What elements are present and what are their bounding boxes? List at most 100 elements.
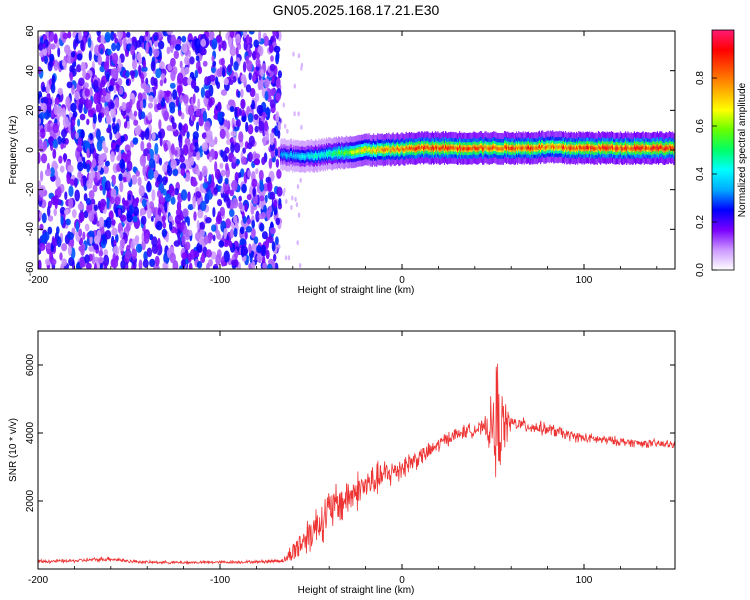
spectrogram-cell	[196, 261, 203, 269]
spectrogram-cell	[228, 99, 235, 106]
spectrogram-band-cell	[635, 147, 637, 151]
spectrogram-band-cell	[656, 145, 658, 149]
colorbar: 0.0 0.2 0.4 0.6 0.8 Normalized spectral ampl…	[695, 29, 748, 277]
spectrogram-cell	[83, 82, 89, 89]
spectrogram-band-cell	[313, 155, 316, 159]
spectrogram-cell	[208, 174, 212, 185]
spectrogram-band-cell	[367, 148, 369, 152]
spectrogram-band-cell	[501, 147, 503, 151]
spectrogram-cell	[253, 236, 259, 245]
spectrogram-cell	[212, 60, 217, 67]
spectrogram-band-cell	[567, 146, 569, 150]
spectrogram-cell	[129, 92, 135, 100]
snr-frame	[37, 330, 676, 570]
spectrogram-cell	[166, 164, 171, 174]
spectrogram-cell	[196, 220, 200, 231]
spectrogram-cell	[217, 211, 222, 222]
spectrogram-cell	[49, 167, 55, 178]
spectrogram-cell	[300, 124, 303, 130]
spectrogram-cell	[276, 169, 282, 179]
spectrogram-cell	[96, 171, 101, 181]
spectrogram-cell	[228, 36, 232, 48]
spectrogram-cell	[278, 198, 282, 206]
spectrogram-cell	[161, 215, 166, 223]
spectrogram-cell	[222, 67, 226, 78]
spectrogram-cell	[242, 61, 247, 73]
spectrogram-cell	[62, 116, 69, 128]
spectrogram-cell	[258, 120, 265, 132]
spectrogram-cell	[112, 52, 119, 64]
spectrogram-band-cell	[521, 147, 523, 151]
spectrogram-cell	[269, 135, 275, 146]
spectrogram-band-cell	[479, 145, 482, 149]
spectrogram-cell	[148, 158, 156, 169]
spectrogram-band-cell	[312, 155, 314, 159]
spectrogram-cell	[265, 107, 271, 116]
spectrogram-cell	[204, 90, 211, 99]
spectrogram-band-cell	[396, 146, 399, 150]
spectrogram-band-cell	[288, 154, 290, 158]
spectrogram-cell	[103, 262, 108, 269]
snr-series-line	[38, 363, 675, 565]
spectrogram-cell	[107, 48, 112, 56]
spectrogram-cell	[264, 120, 268, 132]
spectrogram-band-cell	[316, 154, 318, 158]
spectrogram-band-cell	[359, 149, 361, 153]
spectrogram-cell	[205, 217, 212, 224]
spectrogram-band-cell	[633, 145, 636, 149]
spectrogram-band-cell	[541, 145, 543, 149]
spectrogram-band-cell	[671, 146, 673, 150]
spectrogram-cell	[88, 190, 95, 200]
spectrogram-cell	[284, 123, 287, 129]
spectrogram-band-cell	[533, 146, 535, 150]
spectrogram-band-cell	[511, 146, 513, 150]
spectrogram-band-cell	[629, 147, 631, 151]
spectrogram-cell	[66, 175, 71, 185]
spectrogram-cell	[299, 263, 302, 268]
spectrogram-band-cell	[411, 146, 413, 150]
spectrogram-band-cell	[561, 146, 563, 150]
spectrogram-cell	[269, 227, 276, 235]
spectrogram-cell	[241, 183, 247, 194]
spectrogram-cell	[165, 90, 170, 98]
spectrogram-cell	[86, 147, 90, 159]
spectrogram-cell	[48, 31, 55, 42]
spectrogram-band-cell	[457, 147, 459, 151]
spectrogram-band-cell	[387, 148, 389, 152]
spectrogram-cell	[190, 79, 197, 90]
spectrogram-cell	[38, 248, 42, 255]
spectrogram-band-cell	[451, 146, 453, 150]
spectrogram-band-cell	[446, 146, 448, 150]
spectrogram-cell	[240, 88, 244, 98]
spectrogram-cell	[119, 238, 125, 248]
spectrogram-cell	[291, 195, 294, 201]
spectrogram-band-cell	[525, 146, 527, 150]
spectrogram-band-cell	[282, 153, 284, 157]
spectrogram-cell	[194, 232, 201, 241]
spectrogram-band-cell	[398, 148, 400, 152]
spectrogram-cell	[282, 102, 285, 108]
spectrogram-cell	[182, 76, 189, 87]
spectrogram-cell	[184, 55, 190, 66]
spectrogram-cell	[197, 66, 203, 75]
spectrogram-cell	[92, 184, 98, 193]
spectrogram-cell	[232, 75, 237, 83]
spectrogram-cell	[83, 210, 89, 219]
spectrogram-cell	[170, 196, 176, 205]
spectrogram-band-cell	[452, 146, 454, 150]
spectrogram-cell	[133, 110, 138, 117]
spectrogram-cell	[131, 174, 138, 185]
spectrogram-band-cell	[604, 146, 606, 150]
spectrogram-cell	[157, 131, 162, 139]
spectrogram-cell	[234, 171, 239, 183]
spectrogram-band-cell	[327, 153, 329, 157]
spectrogram-band-cell	[296, 154, 298, 158]
spectrogram-cell	[139, 99, 144, 111]
spectrogram-cell	[273, 205, 278, 216]
spectrogram-band-cell	[360, 148, 363, 153]
spectrogram-band-cell	[560, 145, 562, 149]
spectrogram-band-cell	[655, 146, 657, 150]
spectrogram-cell	[39, 187, 45, 198]
spectrogram-cell	[244, 230, 248, 240]
spectrogram-band-cell	[640, 147, 642, 151]
